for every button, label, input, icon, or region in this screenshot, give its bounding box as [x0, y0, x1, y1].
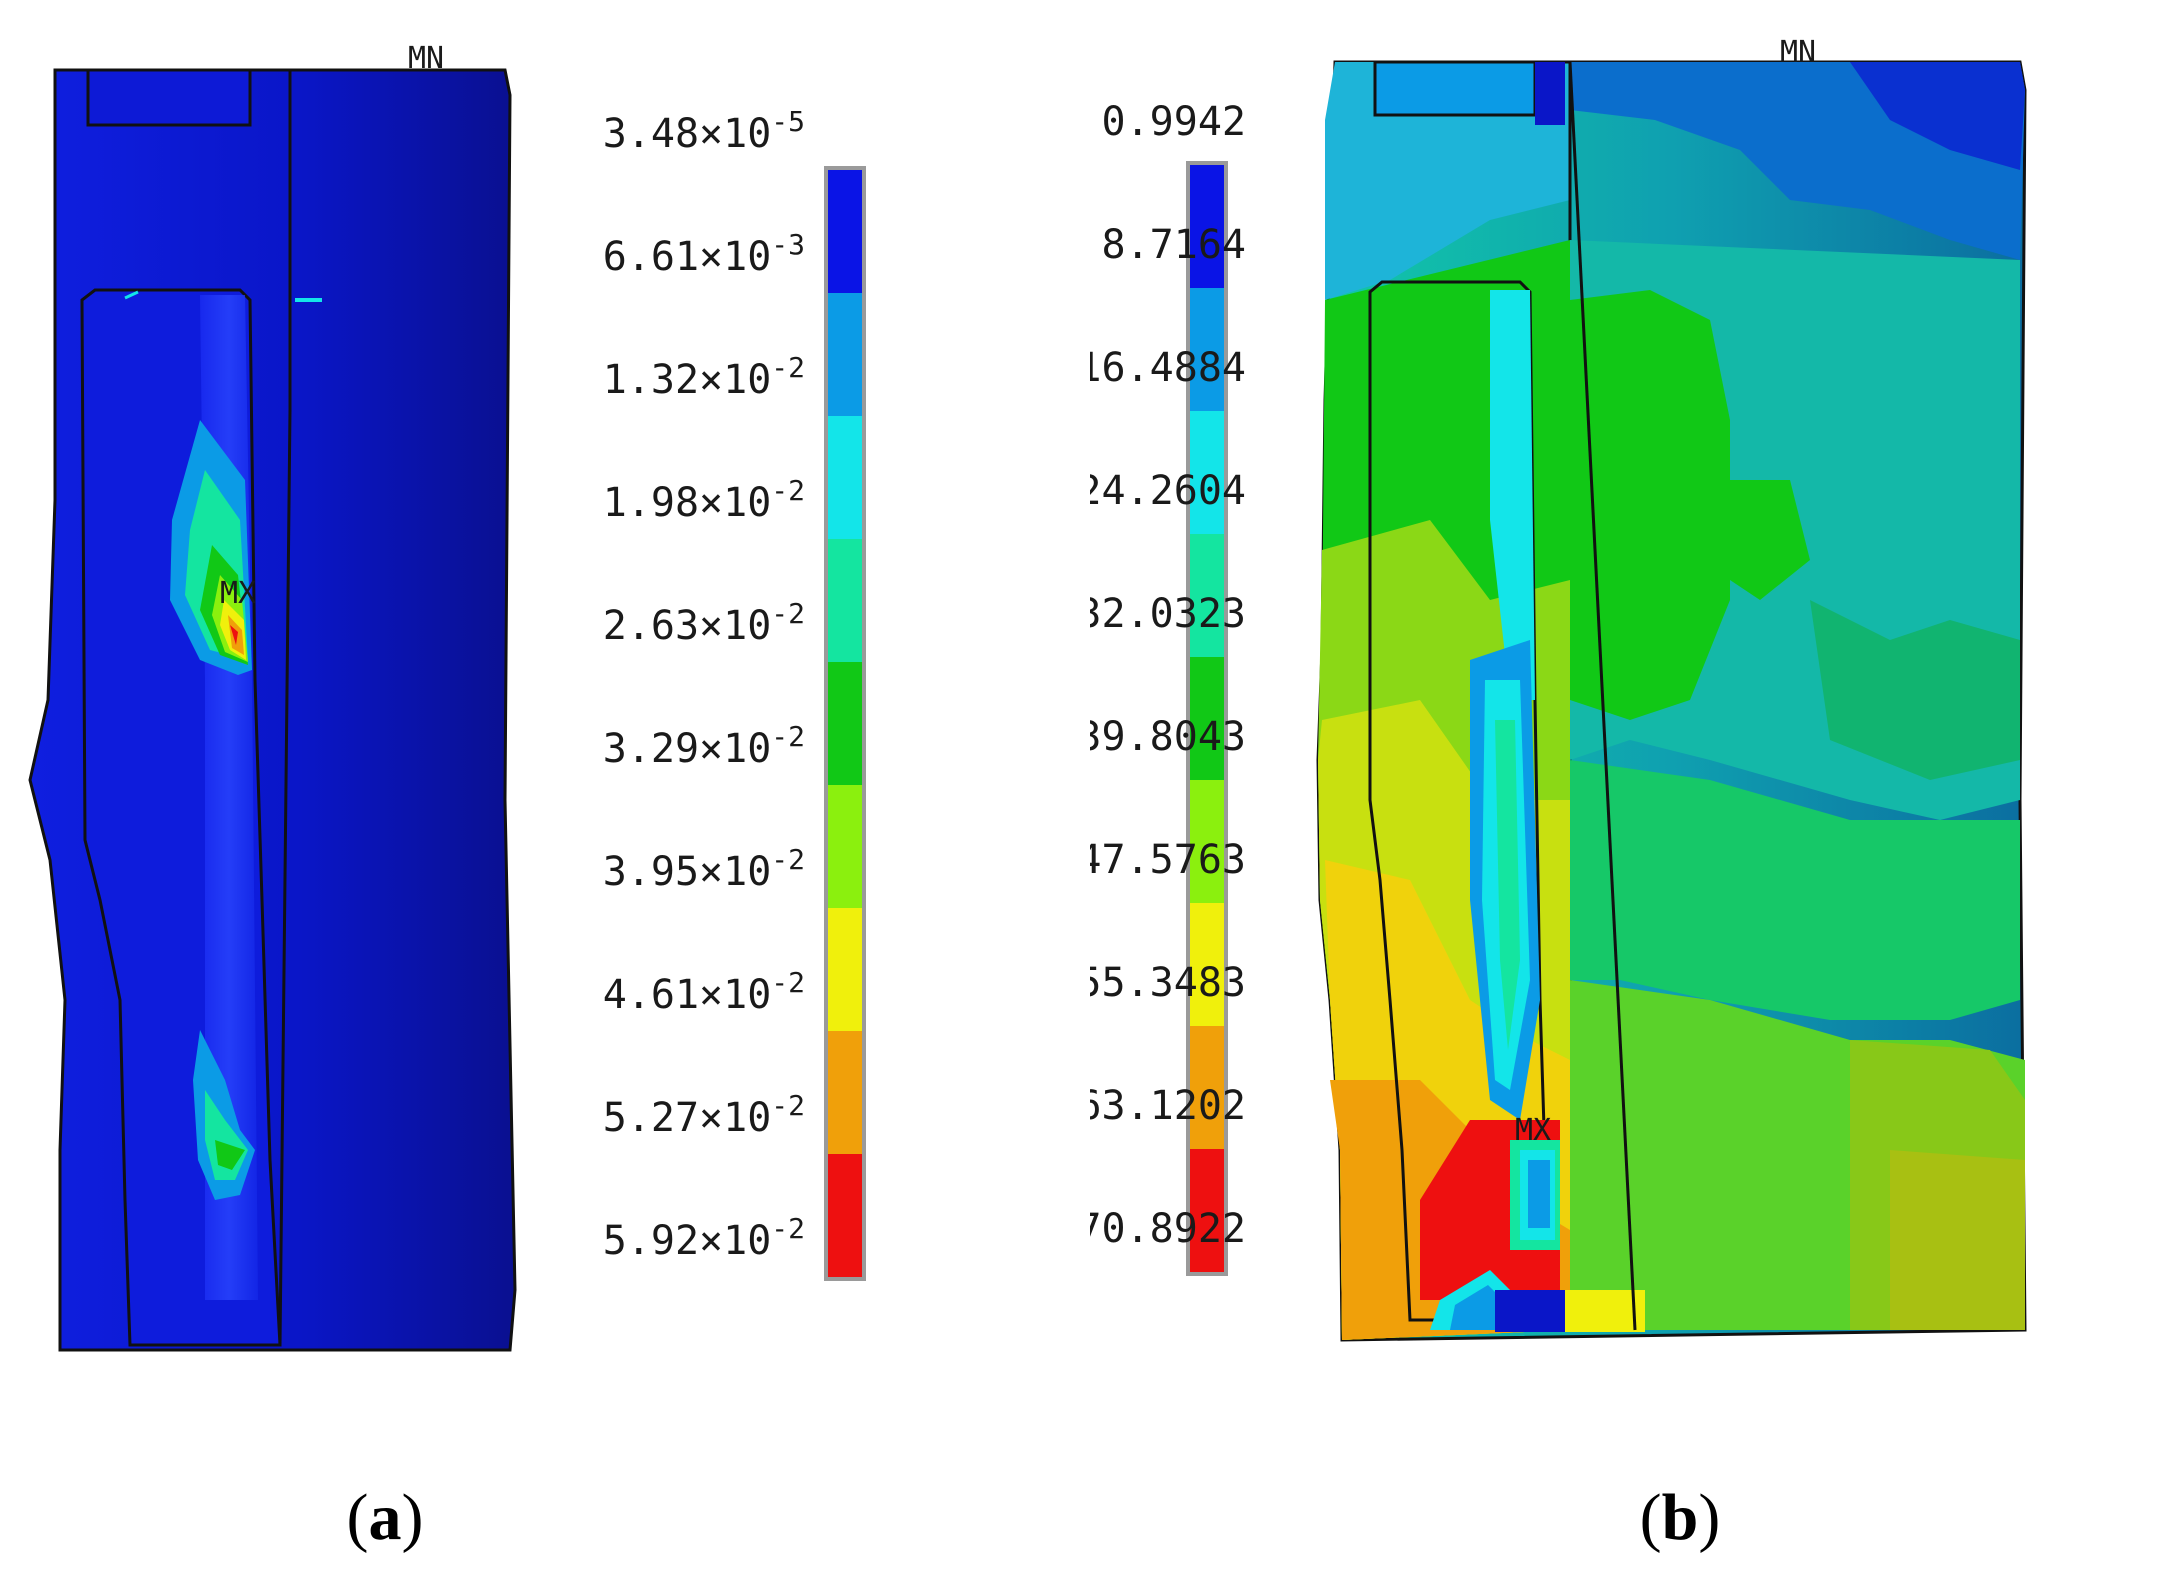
legend-b-segment [1190, 657, 1224, 780]
min-marker-b: MN [1780, 35, 1816, 70]
legend-colorbar-a [824, 166, 866, 1281]
caption-letter-b: b [1661, 1481, 1699, 1554]
panel-b-figure: MN MX 0.9942 8.7164 16.4884 24.2604 32.0323 3… [1090, 35, 2027, 1342]
max-marker-a: MX [220, 576, 256, 611]
stress-hotspot-upper [170, 420, 252, 675]
legend-labels-a: 3.48×10-5 6.61×10-3 1.32×10-2 1.98×10-2 2.63… [603, 105, 805, 1264]
legend-a-segment [828, 785, 862, 908]
legend-b-tick-label: 47.5763 [1090, 837, 1246, 883]
stress-hotspot-b [1420, 1120, 1645, 1332]
caption-b: (b) [1639, 1481, 1721, 1554]
panel-a-figure: MN MX 3.48×10-5 6.61×10-3 1.32×10-2 1.98×10… [28, 41, 866, 1352]
legend-b-tick-label: 63.1202 [1090, 1083, 1246, 1129]
legend-a-segment [828, 1031, 862, 1154]
legend-labels-b: 0.9942 8.7164 16.4884 24.2604 32.0323 39.8043… [1090, 99, 1246, 1252]
legend-a-segment [828, 293, 862, 416]
max-marker-b: MX [1515, 1113, 1551, 1148]
legend-b-tick-label: 24.2604 [1090, 468, 1246, 514]
legend-b-segment [1190, 411, 1224, 534]
legend-b-segment [1190, 1149, 1224, 1272]
legend-b-segment [1190, 534, 1224, 657]
stress-hotspot-lower [193, 1030, 255, 1200]
legend-a-segment [828, 908, 862, 1031]
legend-a-segment [828, 539, 862, 662]
caption-letter-a: a [368, 1481, 402, 1554]
caption-a: (a) [346, 1481, 424, 1554]
legend-a-tick-label: 2.63×10-2 [603, 597, 805, 649]
legend-a-tick-label: 3.95×10-2 [603, 843, 805, 895]
legend-a-tick-label: 4.61×10-2 [603, 966, 805, 1018]
legend-b-tick-label: 8.7164 [1102, 222, 1247, 268]
legend-a-segment [828, 662, 862, 785]
legend-b-tick-label: 39.8043 [1090, 714, 1246, 760]
legend-b-tick-label: 70.8922 [1090, 1206, 1246, 1252]
legend-a-tick-label: 3.48×10-5 [603, 105, 805, 157]
legend-a-tick-label: 3.29×10-2 [603, 720, 805, 772]
legend-colorbar-b [1186, 161, 1228, 1276]
legend-b-segment [1190, 903, 1224, 1026]
panel-a: MN MX 3.48×10-5 6.61×10-3 1.32×10-2 1.98×10… [28, 41, 866, 1554]
legend-b-tick-label: 0.9942 [1102, 99, 1247, 145]
legend-a-tick-label: 6.61×10-3 [603, 228, 805, 280]
legend-b-tick-label: 16.4884 [1090, 345, 1246, 391]
legend-b-tick-label: 32.0323 [1090, 591, 1246, 637]
legend-a-tick-label: 5.27×10-2 [603, 1089, 805, 1141]
panel-b: MN MX 0.9942 8.7164 16.4884 24.2604 32.0323 3… [1090, 0, 2180, 1582]
legend-a-segment [828, 170, 862, 293]
min-marker-a: MN [408, 41, 444, 76]
legend-b-segment [1190, 165, 1224, 288]
legend-b-segment [1190, 780, 1224, 903]
part-model-a: MN MX [28, 41, 517, 1352]
legend-a-tick-label: 1.98×10-2 [603, 474, 805, 526]
legend-a-segment [828, 1154, 862, 1277]
legend-b-segment [1190, 1026, 1224, 1149]
legend-a-tick-label: 5.92×10-2 [603, 1212, 805, 1264]
legend-a-tick-label: 1.32×10-2 [603, 351, 805, 403]
legend-a-segment [828, 416, 862, 539]
legend-b-segment [1190, 288, 1224, 411]
part-model-b: MN MX [1316, 35, 2027, 1342]
legend-b-tick-label: 55.3483 [1090, 960, 1246, 1006]
